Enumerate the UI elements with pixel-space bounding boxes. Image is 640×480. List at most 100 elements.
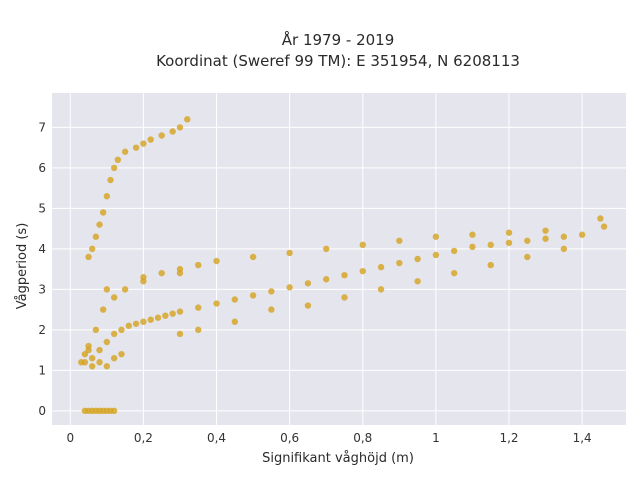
data-point: [125, 322, 132, 330]
data-point: [542, 235, 549, 242]
data-point: [110, 330, 118, 338]
y-axis-label: Vågperiod (s): [15, 223, 30, 310]
data-point: [85, 253, 92, 261]
data-point: [195, 304, 202, 311]
data-point: [432, 233, 440, 240]
data-point: [268, 288, 275, 295]
data-point: [524, 237, 531, 244]
data-point: [323, 276, 330, 283]
data-point: [213, 300, 220, 307]
data-point: [121, 286, 129, 293]
data-point: [89, 354, 96, 362]
data-point: [96, 221, 103, 228]
data-point: [414, 255, 421, 263]
data-point: [286, 249, 293, 257]
data-point: [147, 316, 154, 323]
data-point: [176, 269, 184, 277]
y-tick-label: 1: [38, 363, 46, 377]
y-tick-label: 7: [38, 120, 46, 134]
data-point: [132, 320, 140, 327]
data-point: [140, 274, 147, 281]
data-point: [140, 318, 147, 325]
data-point: [359, 241, 366, 249]
data-point: [110, 354, 118, 362]
data-point: [414, 278, 421, 285]
data-point: [176, 330, 184, 338]
data-point: [487, 241, 494, 249]
data-point: [132, 144, 140, 151]
x-tick-label: 0,6: [280, 431, 299, 445]
data-point: [147, 136, 154, 143]
data-point: [140, 140, 147, 147]
data-point: [85, 342, 92, 350]
data-point: [432, 251, 440, 259]
data-point: [169, 128, 176, 135]
data-point: [469, 243, 476, 251]
data-point: [487, 261, 494, 269]
data-point: [114, 156, 122, 164]
data-point: [162, 312, 169, 319]
x-tick-label: 0,4: [207, 431, 226, 445]
data-point: [118, 350, 125, 358]
data-point: [231, 318, 239, 325]
data-point: [78, 359, 85, 366]
data-point: [154, 314, 162, 321]
data-point: [213, 257, 220, 265]
data-point: [560, 233, 568, 240]
y-tick-label: 6: [38, 161, 46, 175]
chart-title-line-2: Koordinat (Sweref 99 TM): E 351954, N 62…: [156, 52, 520, 70]
data-point: [268, 306, 275, 313]
data-point: [92, 233, 100, 240]
y-tick-label: 0: [38, 404, 46, 418]
plot-area: [52, 93, 626, 425]
data-point: [469, 231, 476, 238]
data-point: [169, 310, 176, 317]
data-point: [176, 308, 184, 315]
data-point: [184, 116, 191, 123]
data-point: [396, 237, 403, 244]
x-tick-label: 1,4: [573, 431, 592, 445]
data-point: [110, 407, 118, 415]
data-point: [450, 247, 458, 255]
x-tick-label: 0,2: [134, 431, 153, 445]
data-point: [359, 267, 366, 275]
data-point: [542, 227, 549, 234]
data-point: [89, 245, 96, 253]
data-point: [597, 215, 604, 222]
data-point: [103, 193, 111, 200]
x-tick-label: 1: [432, 431, 440, 445]
data-point: [377, 286, 385, 293]
data-point: [81, 350, 89, 358]
data-point: [110, 294, 118, 301]
data-point: [505, 239, 513, 247]
data-point: [396, 259, 403, 267]
data-points: [78, 116, 608, 415]
y-tick-label: 3: [38, 282, 46, 296]
data-point: [99, 209, 107, 216]
data-point: [96, 346, 103, 354]
data-point: [176, 124, 184, 131]
y-tick-label: 2: [38, 323, 46, 337]
x-tick-label: 0,8: [353, 431, 372, 445]
data-point: [450, 269, 458, 277]
data-point: [89, 363, 96, 370]
data-point: [286, 284, 293, 291]
data-point: [103, 286, 111, 293]
y-tick-label: 5: [38, 201, 46, 215]
data-point: [107, 176, 114, 184]
data-point: [110, 164, 118, 172]
data-point: [524, 253, 531, 261]
data-point: [600, 223, 608, 230]
data-point: [99, 306, 107, 313]
data-point: [158, 132, 165, 139]
data-point: [304, 280, 312, 287]
x-axis-label: Signifikant våghöjd (m): [262, 451, 414, 466]
grid-lines: [52, 93, 626, 425]
data-point: [121, 148, 129, 155]
data-point: [195, 261, 202, 269]
data-point: [195, 326, 202, 334]
x-tick-label: 0: [66, 431, 74, 445]
data-point: [578, 231, 586, 238]
